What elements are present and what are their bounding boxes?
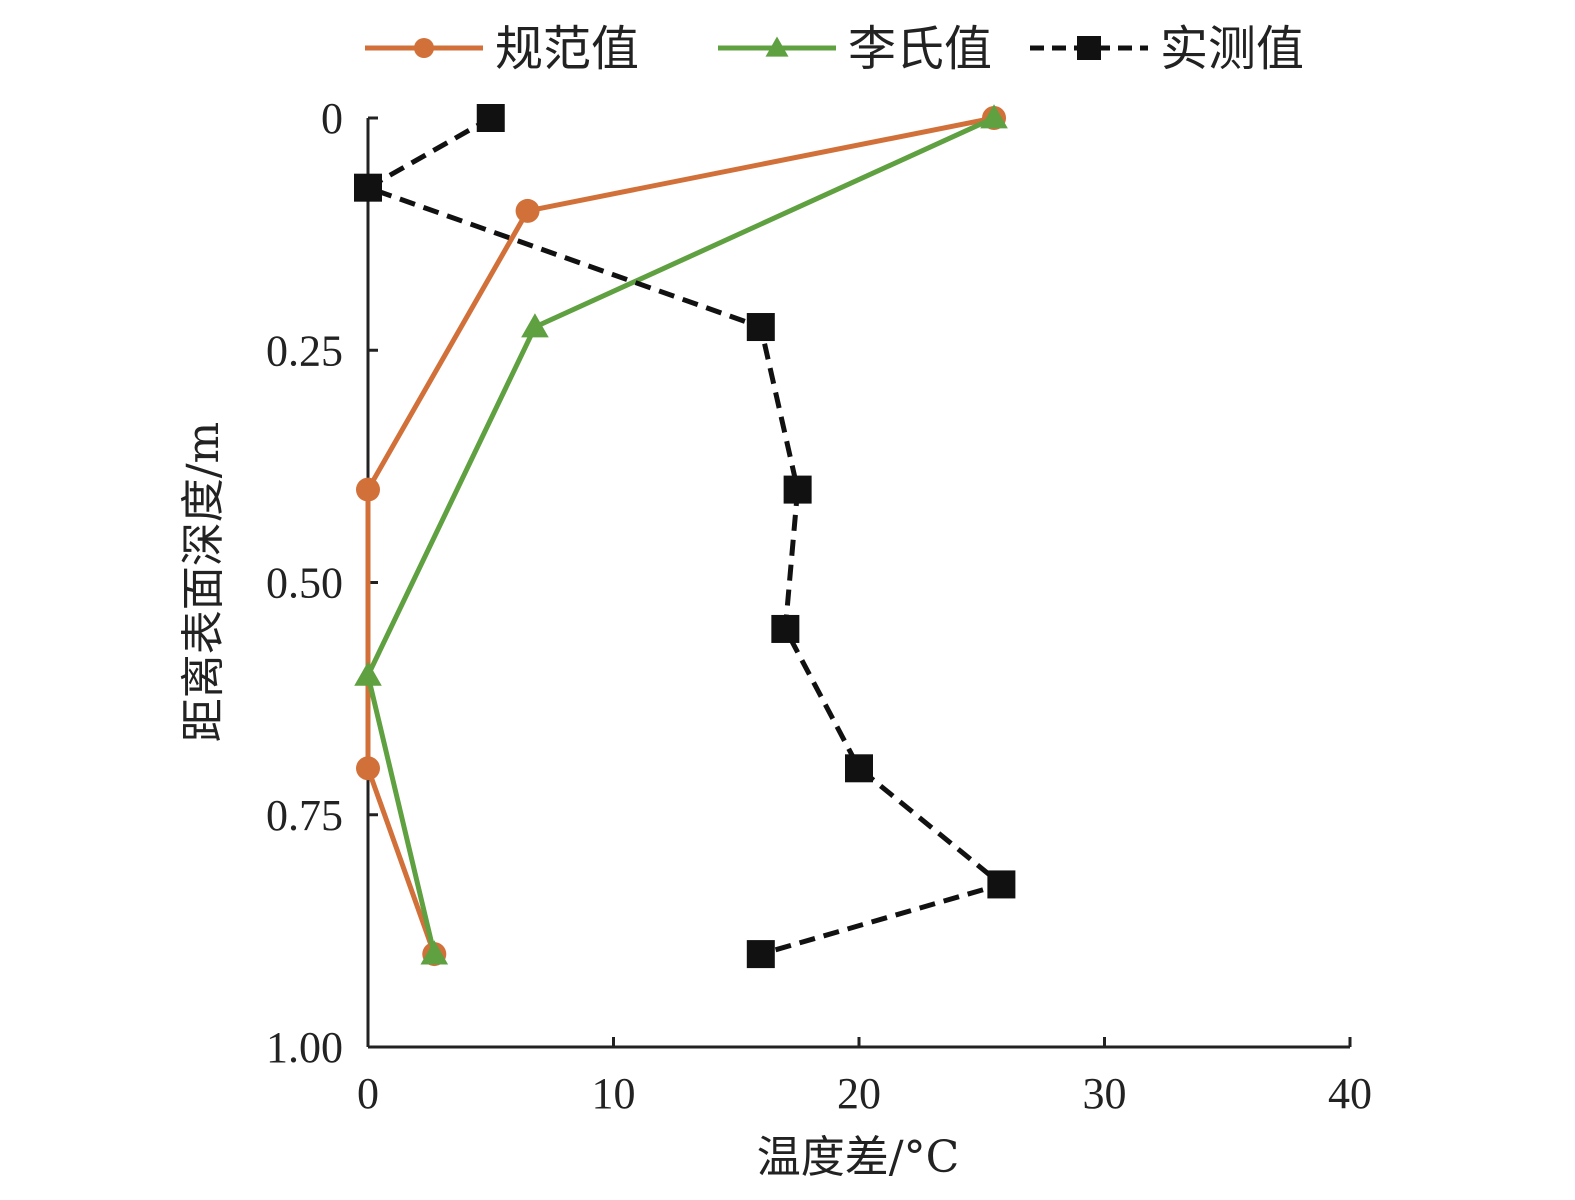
y-tick-label: 0.50 — [266, 559, 343, 608]
series-2 — [354, 104, 1008, 965]
square-marker — [783, 475, 812, 504]
square-marker — [476, 104, 505, 132]
legend-label: 实测值 — [1160, 21, 1304, 77]
square-marker — [746, 313, 775, 342]
x-axis-title: 温度差/°C — [757, 1132, 960, 1183]
series-layer — [354, 104, 1016, 969]
square-marker — [845, 754, 873, 783]
triangle-marker — [980, 104, 1008, 129]
series-line — [365, 115, 1004, 957]
legend-item: 实测值 — [1030, 21, 1304, 77]
square-marker — [771, 614, 800, 643]
square-marker — [354, 173, 382, 202]
x-tick-label: 30 — [1083, 1069, 1127, 1118]
y-axis-title: 距离表面深度/m — [178, 422, 229, 743]
x-tick-label: 20 — [837, 1069, 881, 1118]
legend: 规范值 李氏值 实测值 — [365, 21, 1304, 77]
x-tick-label: 40 — [1328, 1069, 1372, 1118]
square-marker — [1077, 36, 1101, 60]
circle-marker — [356, 756, 380, 781]
circle-marker — [515, 198, 540, 223]
legend-label: 规范值 — [495, 21, 639, 77]
y-tick-label: 0 — [321, 94, 343, 143]
legend-item: 李氏值 — [718, 21, 992, 77]
series-line — [365, 115, 995, 955]
y-tick-label: 1.00 — [266, 1023, 343, 1072]
triangle-marker — [420, 940, 449, 965]
y-tick-label: 0.25 — [266, 326, 343, 375]
circle-marker — [414, 38, 434, 58]
legend-item: 规范值 — [365, 21, 639, 77]
square-marker — [746, 940, 775, 969]
series-1 — [356, 106, 1007, 967]
ticks: 0 10 20 30 40 0 0.25 0.50 0.75 1.00 — [266, 94, 1372, 1118]
x-tick-label: 0 — [357, 1069, 379, 1118]
triangle-marker — [521, 313, 549, 338]
series-line — [365, 115, 996, 955]
x-tick-label: 10 — [592, 1069, 636, 1118]
y-tick-label: 0.75 — [266, 791, 343, 840]
legend-label: 李氏值 — [848, 21, 992, 77]
circle-marker — [356, 477, 380, 502]
series-3 — [354, 104, 1016, 969]
triangle-marker — [354, 661, 382, 686]
square-marker — [987, 870, 1016, 899]
triangle-marker — [765, 36, 789, 57]
